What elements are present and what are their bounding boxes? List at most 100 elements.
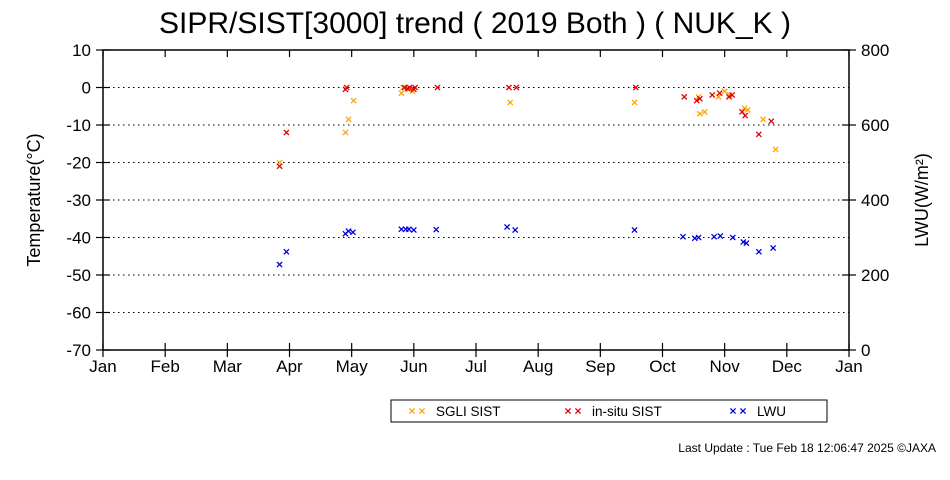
legend-marker	[574, 407, 582, 415]
point-sgli-sist	[345, 116, 352, 123]
x-tick-label: Jul	[465, 357, 487, 376]
y-tick-label: -40	[66, 229, 91, 248]
y2-tick-label: 0	[861, 341, 870, 360]
x-tick-label: Jan	[835, 357, 862, 376]
point-sgli-sist	[631, 99, 638, 106]
point-sgli-sist	[741, 105, 748, 112]
point-in-situ-sist	[725, 93, 733, 100]
y-axis-label: Temperature(°C)	[24, 133, 44, 266]
point-in-situ-sist	[729, 91, 736, 99]
legend: SGLI SIST in-situ SIST LWU	[390, 399, 828, 423]
point-in-situ-sist	[755, 131, 762, 138]
legend-marker	[408, 407, 416, 415]
point-lwu	[405, 226, 412, 233]
axis-ticks	[96, 49, 856, 357]
tick-labels: 100-10-20-30-40-50-60-708006004002000Jan…	[66, 41, 889, 376]
y-tick-label: -20	[66, 154, 91, 173]
point-lwu	[631, 226, 638, 234]
point-lwu	[711, 233, 718, 240]
copyright-text: ©JAXA	[897, 441, 936, 455]
point-in-situ-sist	[505, 84, 513, 91]
point-in-situ-sist	[406, 84, 413, 91]
y2-axis-label: LWU(W/m²)	[912, 153, 932, 247]
x-tick-label: May	[336, 357, 369, 376]
point-in-situ-sist	[681, 93, 688, 100]
y-tick-label: -60	[66, 304, 91, 323]
x-tick-label: Oct	[649, 357, 676, 376]
point-sgli-sist	[400, 84, 407, 91]
legend-marker	[564, 407, 572, 415]
point-lwu	[743, 240, 750, 247]
legend-label: SGLI SIST	[436, 404, 501, 419]
y-tick-label: -70	[66, 341, 91, 360]
grid-lines	[103, 87, 849, 313]
x-tick-label: Aug	[523, 357, 553, 376]
point-lwu	[283, 248, 290, 255]
point-lwu	[345, 228, 352, 235]
point-in-situ-sist	[709, 91, 716, 99]
y2-tick-label: 200	[861, 266, 889, 285]
point-in-situ-sist	[283, 129, 290, 136]
y2-tick-label: 800	[861, 41, 889, 60]
point-sgli-sist	[721, 88, 728, 95]
point-sgli-sist	[507, 99, 514, 106]
y-tick-label: 10	[72, 41, 91, 60]
x-tick-label: Nov	[710, 357, 741, 376]
point-in-situ-sist	[276, 163, 283, 170]
x-tick-label: Mar	[213, 357, 243, 376]
y2-tick-label: 600	[861, 116, 889, 135]
y-tick-label: -10	[66, 116, 91, 135]
point-in-situ-sist	[343, 84, 350, 91]
point-lwu	[679, 233, 687, 240]
point-sgli-sist	[398, 90, 405, 97]
point-sgli-sist	[696, 110, 703, 117]
x-tick-label: Jan	[89, 357, 116, 376]
point-lwu	[770, 244, 777, 252]
point-lwu	[755, 248, 762, 255]
plot-frame	[102, 49, 850, 351]
point-in-situ-sist	[632, 84, 639, 91]
point-in-situ-sist	[768, 118, 775, 125]
x-tick-label: Feb	[151, 357, 180, 376]
point-sgli-sist	[744, 106, 751, 114]
point-lwu	[729, 234, 736, 241]
chart-title: SIPR/SIST[3000] trend ( 2019 Both ) ( NU…	[159, 7, 791, 40]
point-lwu	[349, 229, 356, 236]
point-sgli-sist	[715, 93, 722, 100]
point-in-situ-sist	[693, 97, 700, 104]
y2-tick-label: 400	[861, 191, 889, 210]
point-sgli-sist	[342, 129, 349, 136]
x-tick-label: Dec	[772, 357, 803, 376]
legend-marker	[729, 407, 737, 415]
point-in-situ-sist	[434, 84, 441, 91]
point-in-situ-sist	[716, 90, 723, 97]
x-tick-label: Sep	[585, 357, 615, 376]
point-lwu	[433, 226, 440, 233]
y-tick-label: -50	[66, 266, 91, 285]
last-update-text: Last Update : Tue Feb 18 12:06:47 2025	[678, 441, 894, 455]
point-sgli-sist	[701, 108, 708, 115]
legend-marker	[418, 407, 426, 415]
point-sgli-sist	[772, 146, 779, 153]
point-lwu	[504, 223, 511, 231]
data-points	[276, 84, 779, 268]
x-tick-label: Apr	[276, 357, 303, 376]
footer: Last Update : Tue Feb 18 12:06:47 2025 ©…	[678, 441, 936, 455]
point-lwu	[276, 261, 283, 268]
point-sgli-sist	[760, 116, 767, 123]
y-tick-label: -30	[66, 191, 91, 210]
legend-box	[390, 399, 828, 423]
point-sgli-sist	[726, 91, 733, 99]
x-tick-label: Jun	[400, 357, 427, 376]
point-sgli-sist	[350, 97, 357, 104]
legend-marker	[739, 407, 747, 415]
legend-label: in-situ SIST	[592, 404, 662, 419]
legend-label: LWU	[757, 404, 786, 419]
point-in-situ-sist	[696, 95, 703, 102]
point-lwu	[717, 232, 724, 240]
y-tick-label: 0	[82, 79, 91, 98]
point-lwu	[695, 234, 702, 241]
point-lwu	[512, 226, 519, 234]
point-in-situ-sist	[513, 84, 520, 91]
